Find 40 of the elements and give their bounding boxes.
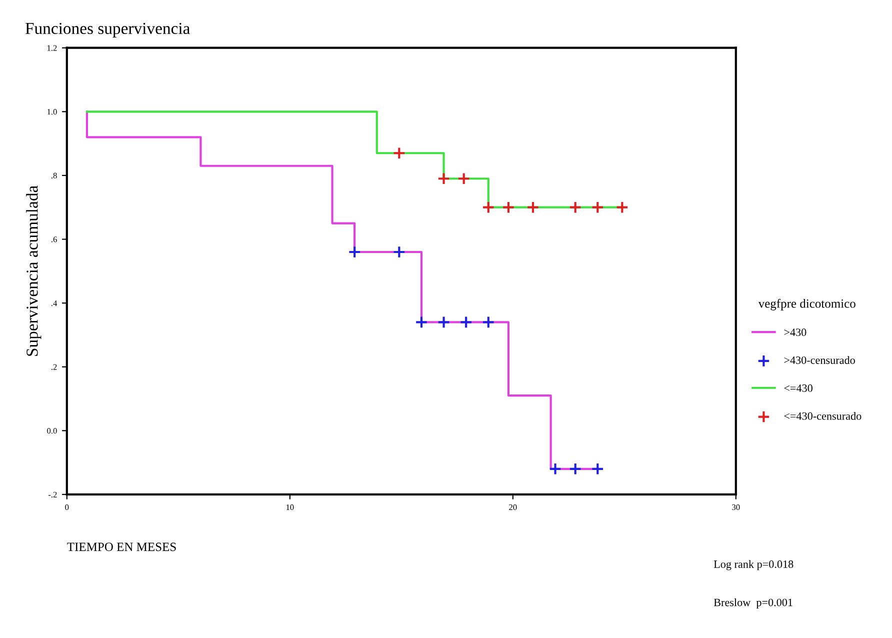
point: [591, 200, 604, 214]
point: [392, 246, 406, 258]
x-tick-label: 30: [732, 504, 740, 510]
point: [415, 316, 428, 329]
y-tick-label: .2: [51, 364, 57, 370]
point: [548, 462, 562, 476]
x-tick-label: 20: [509, 504, 517, 510]
point: [591, 462, 604, 476]
point: [348, 246, 361, 258]
point: [568, 200, 582, 214]
legend-label: >430-censurado: [784, 356, 855, 364]
point: [437, 172, 450, 186]
point: [392, 146, 406, 160]
point: [482, 316, 495, 329]
y-tick-label: .8: [51, 172, 57, 178]
legend-label: >430: [784, 328, 806, 336]
y-tick-label: 1.2: [47, 45, 57, 51]
point: [437, 316, 450, 329]
x-tick-label: 10: [286, 504, 294, 510]
y-tick-label: 1.0: [47, 109, 57, 115]
y-tick-label: -.2: [48, 492, 57, 498]
point: [460, 316, 472, 329]
point: [502, 200, 515, 214]
y-tick-label: .4: [51, 300, 58, 306]
point: [526, 200, 540, 214]
point: [482, 200, 495, 214]
point: [616, 200, 629, 214]
y-tick-label: .6: [51, 236, 57, 242]
legend-label: <=430-censurado: [784, 412, 862, 420]
text: Log rank p=0.018: [714, 560, 794, 570]
text: Breslow p=0.001: [714, 598, 792, 608]
x-tick-label: 0: [65, 504, 69, 510]
y-tick-label: 0.0: [47, 428, 57, 434]
legend-title: vegfpre dicotomico: [758, 298, 856, 310]
chart-title: Funciones supervivencia: [25, 22, 190, 38]
point: [457, 172, 470, 186]
x-axis-title: TIEMPO EN MESES: [67, 542, 176, 552]
point: [568, 462, 582, 476]
y-axis-title: Supervivencia acumulada: [26, 186, 42, 356]
legend-label: <=430: [784, 384, 812, 392]
